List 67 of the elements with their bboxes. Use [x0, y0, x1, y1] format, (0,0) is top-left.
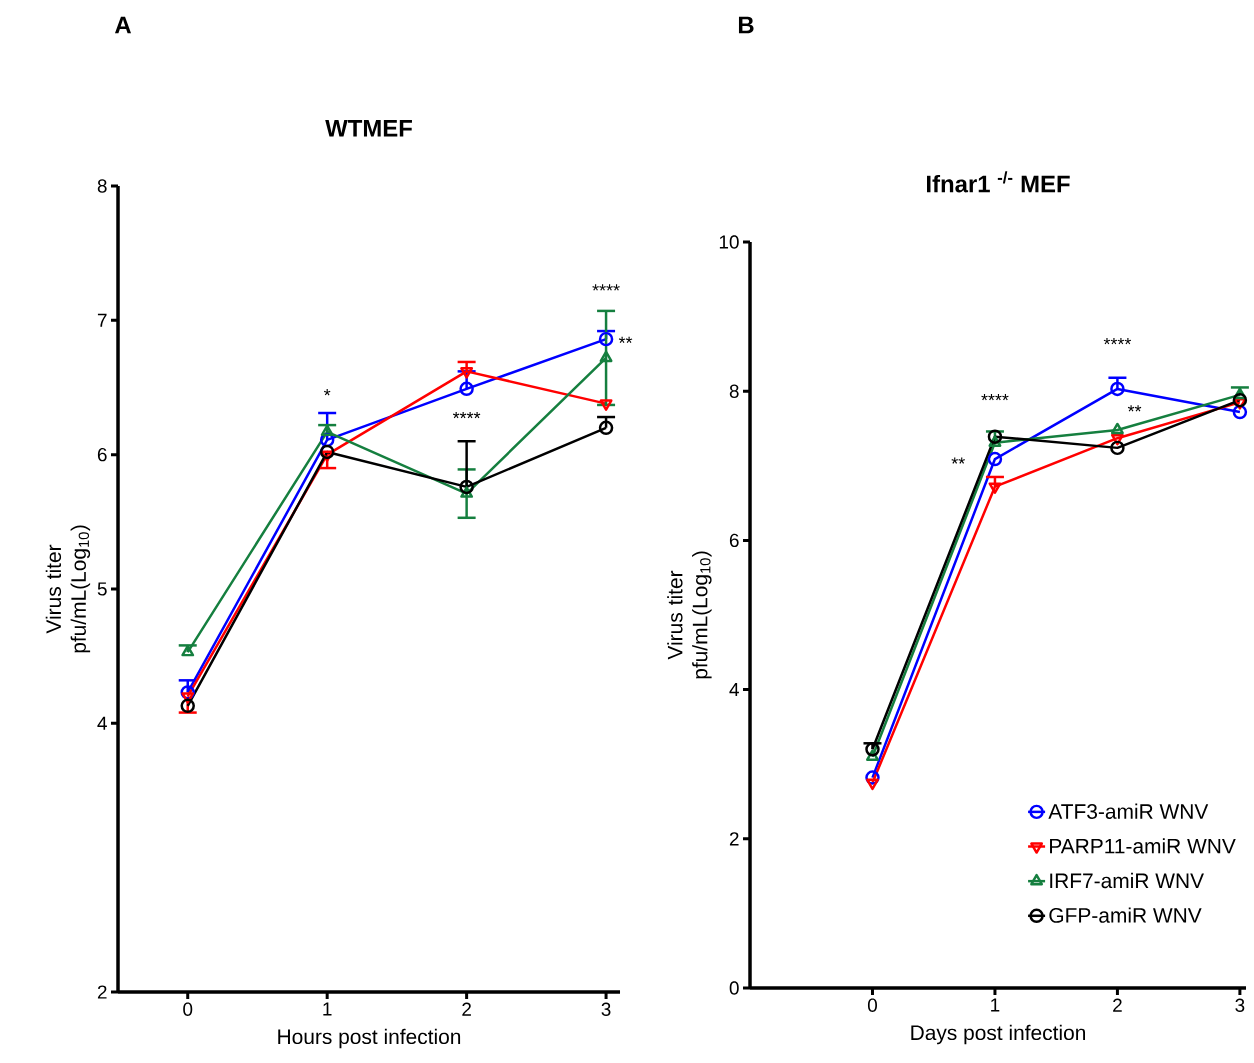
- point: [181, 692, 195, 704]
- chart-title: Ifnar1 $^{-/-}$ MEF: [927, 171, 1070, 193]
- legend-label: GFP-amiR WNV: [1049, 907, 1202, 923]
- annotation: ****: [1103, 338, 1132, 345]
- y-tick-label: 10: [719, 235, 739, 249]
- point: [1110, 433, 1124, 446]
- point: [988, 482, 1002, 494]
- annotation: **: [618, 336, 633, 343]
- y-tick-label: 4: [97, 716, 107, 730]
- annotation: ****: [452, 411, 481, 419]
- point: [865, 770, 880, 785]
- y-tick-label: 4: [729, 683, 739, 697]
- x-tick-label: 3: [601, 1002, 611, 1016]
- y-tick-label: 0: [729, 981, 739, 995]
- y-tick-label: 5: [97, 582, 107, 596]
- point: [987, 451, 1003, 467]
- x-tick-label: 0: [183, 1002, 193, 1016]
- annotation: *: [323, 389, 331, 396]
- y-tick-label: 2: [97, 985, 107, 999]
- point: [1233, 398, 1247, 410]
- legend-label: PARP11-amiR WNV: [1050, 838, 1236, 854]
- point: [1232, 392, 1248, 408]
- y-tick-label: 7: [97, 313, 107, 327]
- point: [1110, 381, 1125, 397]
- y-tick-label: 8: [97, 179, 107, 193]
- annotation: **: [951, 457, 965, 464]
- y-tick-label: 8: [729, 384, 739, 398]
- point: [320, 424, 334, 437]
- text: B: [738, 16, 754, 34]
- legend-label: ATF3-amiR WNV: [1048, 803, 1209, 819]
- x-tick-label: 1: [991, 998, 1000, 1012]
- x-tick-label: 1: [323, 1002, 332, 1016]
- point: [181, 644, 195, 657]
- annotation: **: [1127, 405, 1142, 412]
- annotation: ****: [981, 393, 1009, 401]
- point: [319, 444, 335, 460]
- y-tick-label: 6: [97, 447, 107, 462]
- point: [1232, 404, 1248, 420]
- x-tick-label: 2: [462, 1002, 471, 1016]
- point: [319, 432, 335, 448]
- y-axis-title: Virus titer pfu/mL(Log$_{10}$): [667, 551, 712, 679]
- point: [460, 367, 474, 379]
- point: [988, 435, 1002, 447]
- point: [599, 399, 613, 411]
- point: [180, 685, 195, 700]
- point: [1110, 440, 1125, 456]
- x-tick-label: 0: [867, 998, 877, 1012]
- point: [866, 778, 879, 791]
- legend-label: IRF7-amiR WNV: [1050, 872, 1204, 889]
- point: [320, 450, 334, 462]
- x-tick-label: 3: [1235, 998, 1245, 1012]
- point: [865, 742, 880, 757]
- chart-title: WTMEF: [325, 120, 412, 137]
- text: A: [114, 16, 132, 34]
- x-axis-title: Hours post infection: [278, 1028, 461, 1049]
- x-tick-label: 2: [1113, 998, 1122, 1012]
- y-tick-label: 6: [729, 533, 739, 548]
- y-axis-title: Virus titer pfu/mL(Log$_{10}$): [45, 525, 91, 653]
- point: [866, 749, 879, 761]
- y-tick-label: 2: [729, 832, 739, 846]
- point: [459, 381, 474, 397]
- x-axis-title: Days post infection: [911, 1024, 1086, 1045]
- point: [599, 350, 613, 363]
- point: [1110, 422, 1124, 435]
- point: [459, 479, 474, 495]
- annotation: ****: [592, 284, 620, 291]
- point: [460, 486, 474, 498]
